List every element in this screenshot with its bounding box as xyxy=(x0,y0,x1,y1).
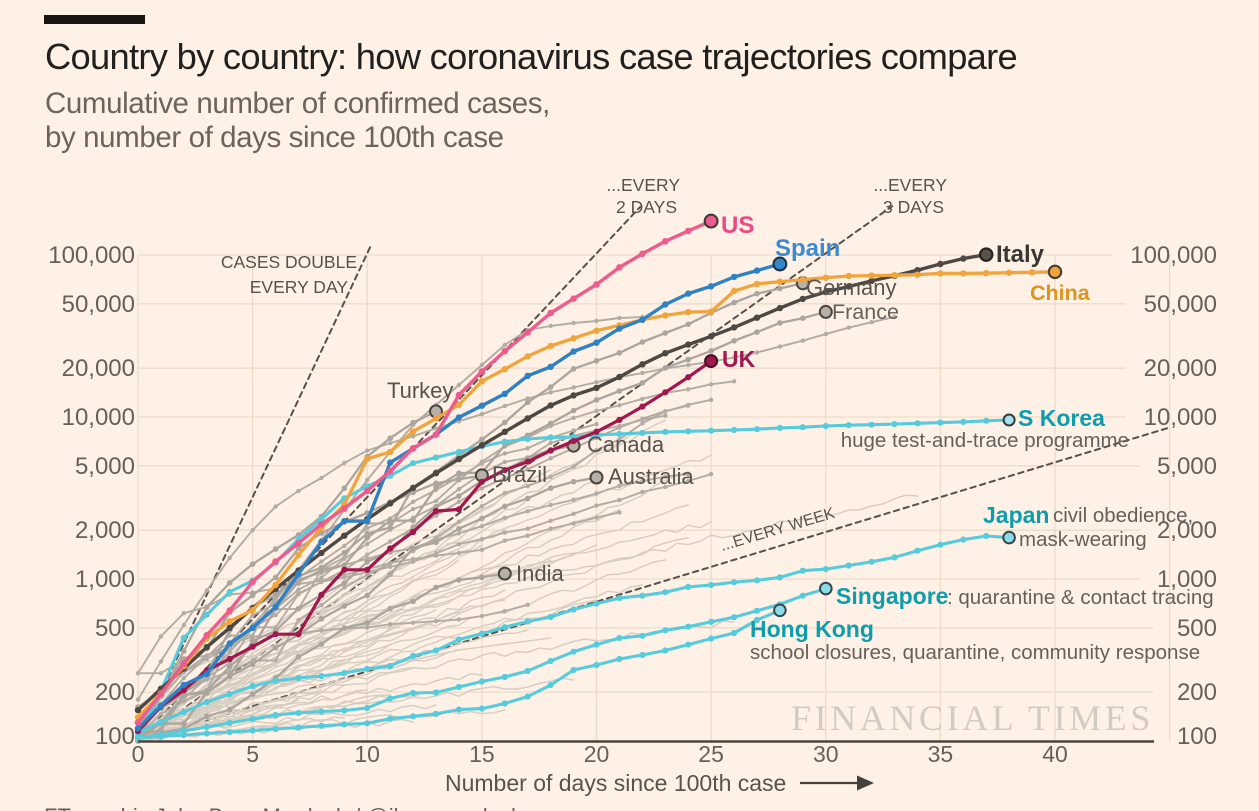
svg-text:500: 500 xyxy=(1177,615,1217,642)
svg-text:Germany: Germany xyxy=(806,275,896,300)
svg-text:30: 30 xyxy=(813,741,839,767)
svg-text:500: 500 xyxy=(95,615,135,642)
svg-text:0: 0 xyxy=(132,741,145,767)
svg-text:100,000: 100,000 xyxy=(1130,242,1217,269)
svg-text:school closures, quarantine, c: school closures, quarantine, community r… xyxy=(750,641,1200,664)
svg-text:1,000: 1,000 xyxy=(75,566,135,593)
svg-text:50,000: 50,000 xyxy=(62,291,135,318)
svg-text:100,000: 100,000 xyxy=(48,242,135,269)
svg-text:50,000: 50,000 xyxy=(1144,291,1217,318)
svg-text:India: India xyxy=(516,561,564,586)
svg-text:Number of days since 100th cas: Number of days since 100th case xyxy=(445,770,786,796)
svg-text:35: 35 xyxy=(928,741,954,767)
svg-text:US: US xyxy=(721,212,754,239)
svg-text:10,000: 10,000 xyxy=(62,404,135,431)
svg-text:Hong Kong: Hong Kong xyxy=(750,616,874,642)
svg-text:Canada: Canada xyxy=(587,432,665,457)
svg-text:UK: UK xyxy=(722,346,756,372)
svg-text:FT graphic John Burn-Murdoch /: FT graphic John Burn-Murdoch / @jburnmur… xyxy=(44,804,523,811)
svg-text:20: 20 xyxy=(584,741,610,767)
svg-text:Country by country: how corona: Country by country: how coronavirus case… xyxy=(45,36,1017,77)
svg-text:Turkey: Turkey xyxy=(387,378,453,403)
svg-text:Singapore: Singapore xyxy=(836,583,948,609)
svg-text:huge test-and-trace programme: huge test-and-trace programme xyxy=(841,429,1129,452)
svg-text:10,000: 10,000 xyxy=(1144,404,1217,431)
svg-text:CASES DOUBLE: CASES DOUBLE xyxy=(221,252,357,272)
svg-text:200: 200 xyxy=(95,679,135,706)
svg-text:S Korea: S Korea xyxy=(1018,405,1105,431)
svg-text:Japan: Japan xyxy=(983,502,1049,528)
svg-text:Spain: Spain xyxy=(775,235,840,262)
svg-text:civil obedience,: civil obedience, xyxy=(1053,504,1193,527)
svg-text:25: 25 xyxy=(698,741,724,767)
svg-text:100: 100 xyxy=(95,723,135,750)
svg-text:40: 40 xyxy=(1042,741,1068,767)
svg-text:3 DAYS: 3 DAYS xyxy=(883,197,944,217)
svg-text:15: 15 xyxy=(469,741,495,767)
svg-text:5: 5 xyxy=(246,741,259,767)
svg-text:China: China xyxy=(1030,281,1091,305)
svg-text:10: 10 xyxy=(354,741,380,767)
svg-text:5,000: 5,000 xyxy=(75,453,135,480)
svg-text:5,000: 5,000 xyxy=(1157,453,1217,480)
svg-text:20,000: 20,000 xyxy=(62,355,135,382)
svg-text:Australia: Australia xyxy=(608,464,694,489)
svg-text:...EVERY: ...EVERY xyxy=(873,175,947,195)
svg-text:Brazil: Brazil xyxy=(492,462,547,487)
svg-text:EVERY DAY: EVERY DAY xyxy=(250,277,349,297)
svg-text:: quarantine & contact tracing: : quarantine & contact tracing xyxy=(947,586,1214,609)
svg-text:FINANCIAL TIMES: FINANCIAL TIMES xyxy=(791,698,1154,738)
svg-text:100: 100 xyxy=(1177,723,1217,750)
svg-text:by number of days since 100th: by number of days since 100th case xyxy=(45,121,504,154)
svg-text:2,000: 2,000 xyxy=(75,517,135,544)
svg-text:France: France xyxy=(832,300,899,324)
svg-text:...EVERY: ...EVERY xyxy=(606,175,680,195)
svg-text:1,000: 1,000 xyxy=(1157,566,1217,593)
svg-text:mask-wearing: mask-wearing xyxy=(1019,528,1147,551)
svg-text:2 DAYS: 2 DAYS xyxy=(616,197,677,217)
svg-text:200: 200 xyxy=(1177,679,1217,706)
svg-text:20,000: 20,000 xyxy=(1144,355,1217,382)
svg-text:2,000: 2,000 xyxy=(1157,517,1217,544)
svg-text:Italy: Italy xyxy=(996,241,1045,268)
svg-text:Cumulative number of confirmed: Cumulative number of confirmed cases, xyxy=(45,87,550,120)
